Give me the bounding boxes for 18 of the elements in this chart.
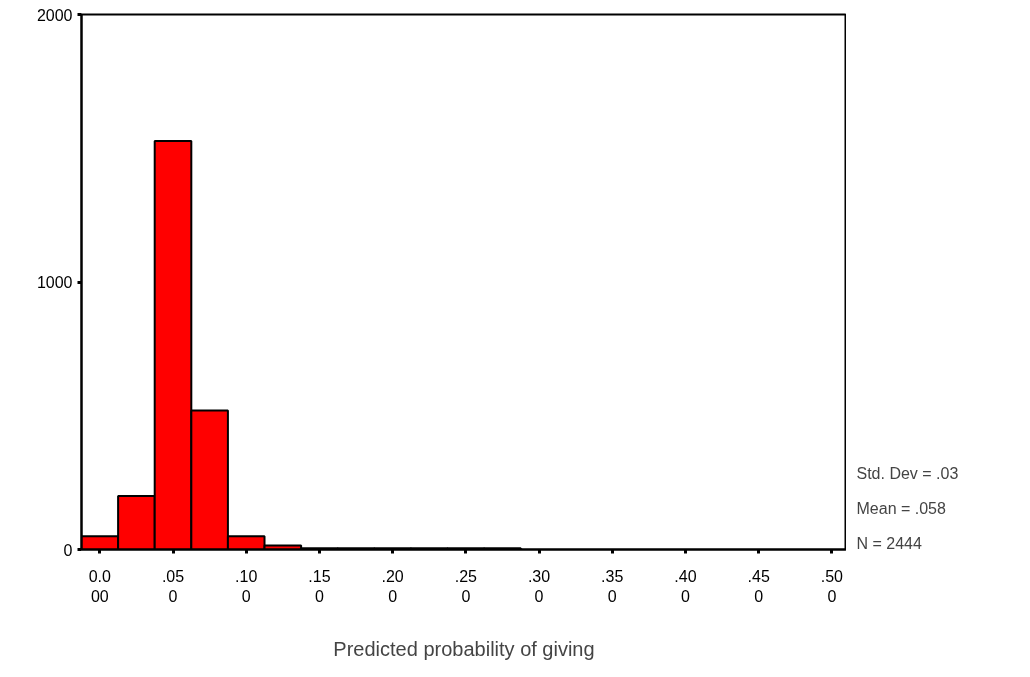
text: Mean = .058	[856, 499, 946, 517]
x-tick-label: .250	[454, 567, 478, 605]
x-tick-label: .300	[527, 567, 551, 605]
x-tick-label: .150	[308, 567, 331, 605]
x-tick-label: .050	[161, 567, 185, 605]
x-tick-label: .200	[381, 567, 404, 605]
x-tick-label: 0.000	[88, 567, 112, 605]
x-tick-label: .100	[235, 567, 258, 605]
x-tick-label: .500	[820, 567, 844, 605]
text: Std. Dev = .03	[856, 464, 959, 482]
x-tick-label: .350	[601, 567, 624, 605]
y-tick-label: 0	[63, 541, 73, 559]
x-axis-title: Predicted probability of giving	[333, 637, 595, 660]
y-tick-label: 2000	[36, 6, 73, 24]
y-tick-label: 1000	[36, 274, 73, 291]
text: N = 2444	[856, 534, 922, 552]
x-tick-label: .400	[674, 567, 697, 605]
x-tick-label: .450	[747, 567, 770, 605]
